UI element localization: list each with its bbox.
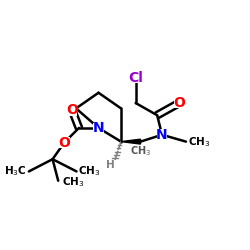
Text: Cl: Cl <box>128 71 143 85</box>
Text: CH$_3$: CH$_3$ <box>78 164 100 178</box>
Text: H: H <box>106 160 114 170</box>
Bar <box>67 105 78 116</box>
Text: N: N <box>156 128 168 142</box>
Bar <box>157 130 168 140</box>
Bar <box>126 73 145 84</box>
Text: O: O <box>173 96 185 110</box>
Text: N: N <box>93 121 104 135</box>
Polygon shape <box>121 139 141 144</box>
Text: CH$_3$: CH$_3$ <box>188 135 211 148</box>
Bar <box>59 137 70 148</box>
Bar <box>93 122 104 133</box>
Text: H$_3$C: H$_3$C <box>4 164 26 178</box>
Text: CH$_3$: CH$_3$ <box>62 175 84 189</box>
Bar <box>174 98 184 108</box>
Text: O: O <box>58 136 70 149</box>
Text: O: O <box>66 103 78 117</box>
Text: CH$_3$: CH$_3$ <box>130 144 152 158</box>
